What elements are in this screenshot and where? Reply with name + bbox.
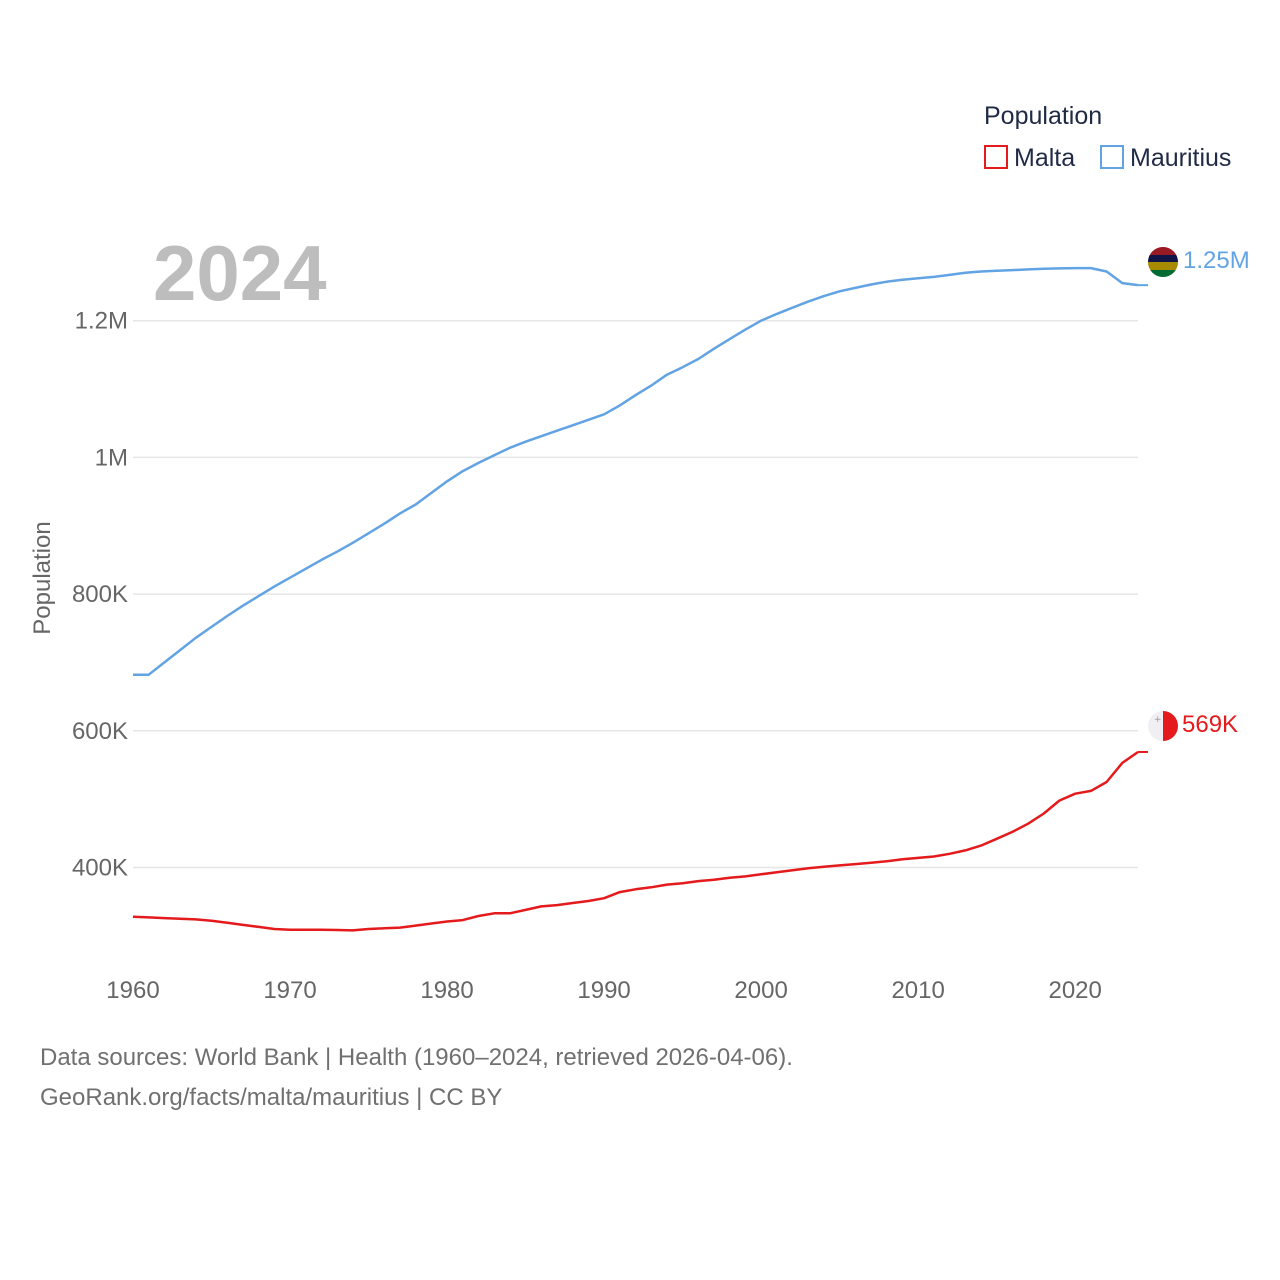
mauritius-flag-icon <box>1148 247 1178 277</box>
legend-item-malta[interactable]: Malta <box>984 144 1075 172</box>
series-end-markers <box>1138 284 1148 753</box>
series-line-mauritius[interactable] <box>133 266 1139 676</box>
y-tick-label: 800K <box>72 581 128 608</box>
x-tick-label: 1970 <box>263 977 316 1004</box>
y-axis-ticks: 400K 600K 800K 1M 1.2M <box>72 308 128 882</box>
x-tick-label: 2000 <box>734 977 787 1004</box>
end-value-malta: 569K <box>1182 711 1238 738</box>
x-tick-label: 1980 <box>420 977 473 1004</box>
x-tick-label: 2010 <box>891 977 944 1004</box>
x-axis-ticks: 1960 1970 1980 1990 2000 2010 2020 <box>106 977 1102 1004</box>
y-tick-label: 400K <box>72 854 128 881</box>
legend-label-malta: Malta <box>1014 144 1075 172</box>
legend-title: Population <box>984 102 1102 130</box>
year-label: 2024 <box>153 229 327 317</box>
x-tick-label: 2020 <box>1048 977 1101 1004</box>
y-tick-label: 600K <box>72 718 128 745</box>
legend-swatch-mauritius <box>1100 145 1124 169</box>
footer-sources: Data sources: World Bank | Health (1960–… <box>40 1044 793 1071</box>
series-line-malta[interactable] <box>132 750 1139 932</box>
legend-label-mauritius: Mauritius <box>1130 144 1231 172</box>
legend-swatch-malta <box>984 145 1008 169</box>
series-lines <box>132 266 1139 932</box>
legend-item-mauritius[interactable]: Mauritius <box>1100 144 1231 172</box>
x-tick-label: 1960 <box>106 977 159 1004</box>
gridlines <box>133 319 1138 869</box>
svg-text:+: + <box>1154 715 1162 725</box>
y-tick-label: 1M <box>95 444 128 471</box>
x-tick-label: 1990 <box>577 977 630 1004</box>
y-axis-label: Population <box>29 521 56 634</box>
population-chart: 400K 600K 800K 1M 1.2M 1960 1970 1980 1990 2000 2… <box>29 102 1250 1004</box>
end-value-mauritius: 1.25M <box>1183 247 1250 274</box>
malta-flag-icon: + <box>1148 711 1178 741</box>
footer-attribution[interactable]: GeoRank.org/facts/malta/mauritius | CC B… <box>40 1084 503 1111</box>
y-tick-label: 1.2M <box>75 308 128 335</box>
